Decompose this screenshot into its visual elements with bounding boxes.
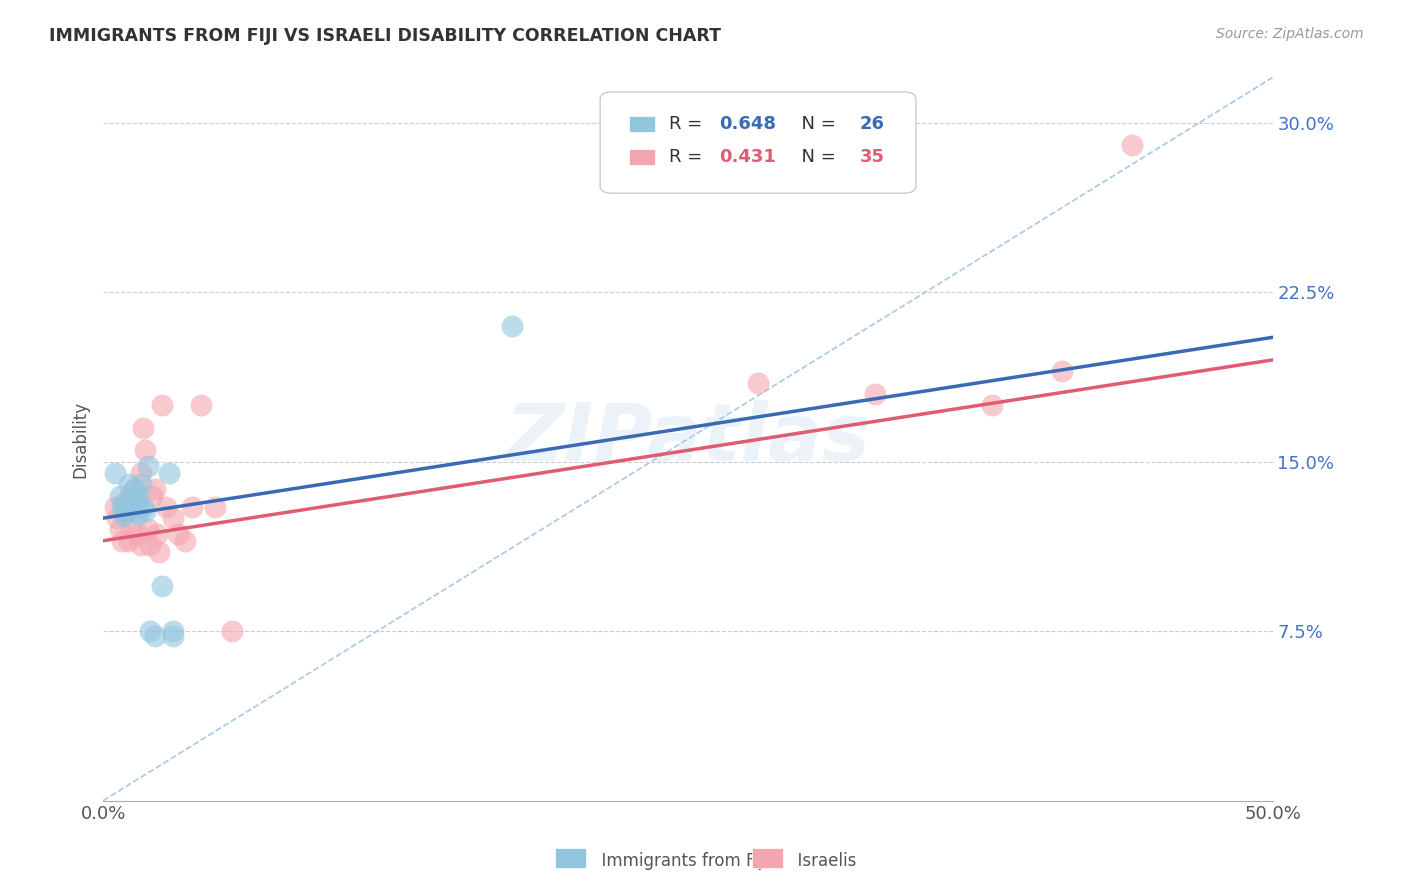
Text: Immigrants from Fiji: Immigrants from Fiji	[591, 852, 768, 870]
Point	[155, 500, 177, 514]
Point	[747, 376, 769, 390]
Point	[143, 482, 166, 496]
Point	[1121, 138, 1143, 153]
Text: ZIPatlas: ZIPatlas	[505, 400, 870, 478]
Point	[143, 629, 166, 643]
Point	[127, 489, 149, 503]
Point	[122, 482, 145, 496]
Text: N =: N =	[790, 115, 841, 134]
Point	[108, 489, 131, 503]
Point	[115, 504, 138, 518]
Text: R =: R =	[669, 115, 709, 134]
Point	[863, 387, 886, 401]
Text: Israelis: Israelis	[787, 852, 856, 870]
Point	[129, 466, 152, 480]
Point	[136, 523, 159, 537]
Point	[174, 533, 197, 548]
Point	[118, 533, 141, 548]
Point	[139, 538, 162, 552]
Point	[111, 533, 134, 548]
Point	[167, 527, 190, 541]
Point	[157, 466, 180, 480]
Point	[1050, 364, 1073, 378]
Point	[120, 489, 142, 503]
Point	[129, 477, 152, 491]
Point	[104, 500, 127, 514]
Point	[122, 500, 145, 514]
Point	[162, 629, 184, 643]
Point	[181, 500, 204, 514]
Point	[112, 495, 135, 509]
Point	[120, 523, 142, 537]
Bar	[630, 149, 655, 165]
Text: 0.648: 0.648	[720, 115, 776, 134]
Point	[150, 398, 173, 412]
Point	[162, 511, 184, 525]
Text: IMMIGRANTS FROM FIJI VS ISRAELI DISABILITY CORRELATION CHART: IMMIGRANTS FROM FIJI VS ISRAELI DISABILI…	[49, 27, 721, 45]
Point	[162, 624, 184, 639]
Text: Source: ZipAtlas.com: Source: ZipAtlas.com	[1216, 27, 1364, 41]
Point	[125, 500, 148, 514]
Point	[115, 495, 138, 509]
Point	[146, 527, 169, 541]
Point	[501, 319, 523, 334]
Point	[115, 504, 138, 518]
Point	[148, 545, 170, 559]
Point	[108, 523, 131, 537]
Point	[125, 493, 148, 508]
Point	[141, 489, 163, 503]
Point	[132, 421, 155, 435]
Point	[980, 398, 1002, 412]
Text: 0.431: 0.431	[720, 148, 776, 166]
Point	[221, 624, 243, 639]
Point	[190, 398, 212, 412]
Point	[132, 500, 155, 514]
Point	[104, 466, 127, 480]
Text: R =: R =	[669, 148, 709, 166]
Text: 26: 26	[859, 115, 884, 134]
Point	[112, 508, 135, 523]
Point	[112, 504, 135, 518]
Point	[136, 459, 159, 474]
Text: N =: N =	[790, 148, 841, 166]
Point	[139, 624, 162, 639]
Point	[111, 500, 134, 514]
Point	[122, 482, 145, 496]
Y-axis label: Disability: Disability	[72, 401, 89, 477]
Point	[127, 507, 149, 521]
Point	[125, 504, 148, 518]
Bar	[630, 117, 655, 132]
Point	[134, 504, 156, 518]
Point	[150, 579, 173, 593]
Point	[129, 538, 152, 552]
Point	[105, 511, 128, 525]
Point	[134, 443, 156, 458]
Point	[118, 477, 141, 491]
Text: 35: 35	[859, 148, 884, 166]
Point	[204, 500, 226, 514]
FancyBboxPatch shape	[600, 92, 915, 194]
Point	[127, 527, 149, 541]
